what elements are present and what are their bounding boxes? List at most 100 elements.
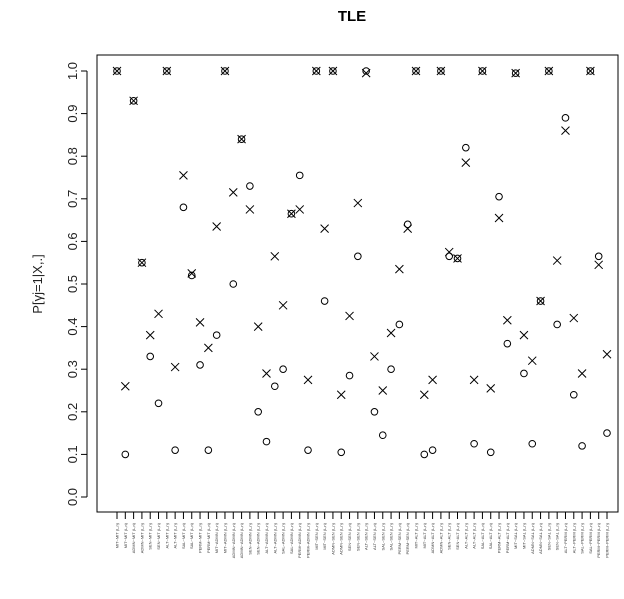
x-tick-label: SEN~SEN (L,n) bbox=[355, 522, 360, 551]
point-circle bbox=[420, 450, 429, 459]
x-tick-label: PERM~ALT (L,n) bbox=[497, 522, 502, 553]
point-x bbox=[486, 384, 496, 393]
point-x bbox=[311, 66, 321, 76]
point-x bbox=[552, 256, 562, 265]
x-tick-label: ADMN~ADMN (L,n) bbox=[239, 522, 244, 558]
x-tick-label: PERM~SEN (L,n) bbox=[397, 522, 402, 554]
x-tick-label: MIT~ALT (L,n) bbox=[413, 522, 418, 548]
point-x bbox=[561, 126, 570, 135]
point-circle bbox=[370, 408, 379, 416]
point-circle bbox=[262, 437, 271, 446]
point-circle bbox=[437, 67, 445, 75]
point-x bbox=[544, 66, 554, 76]
x-tick-label: ADMN~SAL (L,n) bbox=[538, 522, 543, 554]
point-x bbox=[237, 134, 246, 144]
point-circle bbox=[428, 446, 437, 454]
point-circle bbox=[594, 252, 603, 261]
point-circle bbox=[295, 171, 304, 180]
x-tick-label: PERM~SEN (L,n) bbox=[405, 522, 410, 554]
y-tick-label: 0.3 bbox=[65, 360, 80, 378]
point-circle bbox=[212, 331, 221, 339]
y-axis-label: P[γj=1|X,.] bbox=[30, 254, 45, 313]
x-tick-label: ADMN~ADMN (L,n) bbox=[231, 522, 236, 558]
y-tick-label: 0.0 bbox=[65, 488, 80, 506]
point-x bbox=[112, 66, 122, 76]
y-tick-label: 0.9 bbox=[65, 105, 80, 123]
point-x bbox=[320, 224, 329, 233]
point-circle bbox=[279, 365, 287, 374]
x-tick-label: SAL~SEN (L,n) bbox=[389, 522, 394, 550]
point-circle bbox=[237, 135, 246, 143]
point-circle bbox=[171, 446, 179, 454]
point-circle bbox=[412, 67, 420, 75]
point-circle bbox=[229, 280, 238, 288]
point-x bbox=[253, 322, 263, 331]
point-circle bbox=[603, 429, 611, 437]
point-circle bbox=[362, 67, 370, 75]
point-x bbox=[519, 330, 529, 340]
point-circle bbox=[478, 67, 487, 75]
point-x bbox=[278, 300, 288, 310]
point-circle bbox=[146, 352, 155, 361]
x-tick-label: SAL~ADMN (L,n) bbox=[281, 522, 286, 554]
point-x bbox=[295, 205, 305, 214]
point-circle bbox=[154, 399, 163, 408]
point-x bbox=[212, 222, 222, 231]
x-tick-label: ALT~PERM (L,n) bbox=[571, 522, 576, 553]
point-x bbox=[195, 317, 205, 327]
point-x bbox=[428, 375, 437, 385]
y-tick-label: 0.4 bbox=[65, 318, 80, 336]
point-x bbox=[469, 375, 479, 385]
point-circle bbox=[221, 67, 229, 75]
x-tick-label: MIT~MIT (L,n) bbox=[115, 522, 120, 548]
point-circle bbox=[453, 254, 462, 263]
point-x bbox=[328, 66, 338, 76]
point-circle bbox=[569, 390, 578, 399]
point-circle bbox=[138, 258, 146, 267]
point-circle bbox=[354, 252, 362, 261]
x-tick-label: SEN~ALT (L,n) bbox=[447, 522, 452, 550]
point-x bbox=[511, 68, 520, 78]
point-circle bbox=[511, 69, 520, 77]
point-x bbox=[353, 198, 363, 208]
point-x bbox=[527, 356, 537, 366]
point-x bbox=[411, 66, 421, 76]
plot-frame bbox=[96, 54, 619, 513]
point-x bbox=[536, 296, 545, 306]
x-tick-label: MIT~SAL (L,n) bbox=[521, 522, 526, 549]
point-circle bbox=[520, 369, 528, 378]
point-x bbox=[453, 254, 462, 263]
point-x bbox=[336, 390, 346, 400]
point-circle bbox=[495, 192, 503, 201]
point-x bbox=[444, 247, 454, 257]
point-x bbox=[303, 375, 313, 385]
x-tick-label: MIT~SAL (L,n) bbox=[513, 522, 518, 549]
x-tick-label: ALT~SEN (L,n) bbox=[364, 522, 369, 550]
x-tick-label: SEN~SAL (L,n) bbox=[555, 522, 560, 550]
x-tick-label: SAL~MIT (L,n) bbox=[189, 522, 194, 549]
point-x bbox=[403, 224, 413, 233]
point-circle bbox=[204, 446, 213, 454]
point-x bbox=[378, 386, 388, 395]
x-tick-label: SEN~MIT (L,n) bbox=[148, 522, 153, 549]
y-tick-label: 0.5 bbox=[65, 275, 80, 293]
point-circle bbox=[395, 320, 404, 329]
point-circle bbox=[503, 339, 512, 348]
point-circle bbox=[254, 408, 262, 416]
x-tick-label: ADMN~MIT (L,n) bbox=[139, 522, 144, 553]
x-tick-label: SAL~PERM (L,n) bbox=[588, 522, 593, 553]
point-x bbox=[262, 369, 271, 378]
point-circle bbox=[445, 252, 454, 261]
point-circle bbox=[536, 297, 545, 305]
point-circle bbox=[329, 67, 337, 75]
point-x bbox=[502, 315, 512, 325]
point-x bbox=[395, 264, 404, 274]
point-x bbox=[419, 390, 429, 400]
point-x bbox=[287, 209, 296, 219]
x-tick-label: ADMN~SEN (L,n) bbox=[339, 522, 344, 554]
x-tick-label: MIT~ADMN (L,n) bbox=[222, 522, 227, 553]
point-x bbox=[187, 268, 197, 278]
point-circle bbox=[578, 442, 586, 450]
x-tick-label: SEN~ADMN (L,n) bbox=[247, 522, 252, 554]
